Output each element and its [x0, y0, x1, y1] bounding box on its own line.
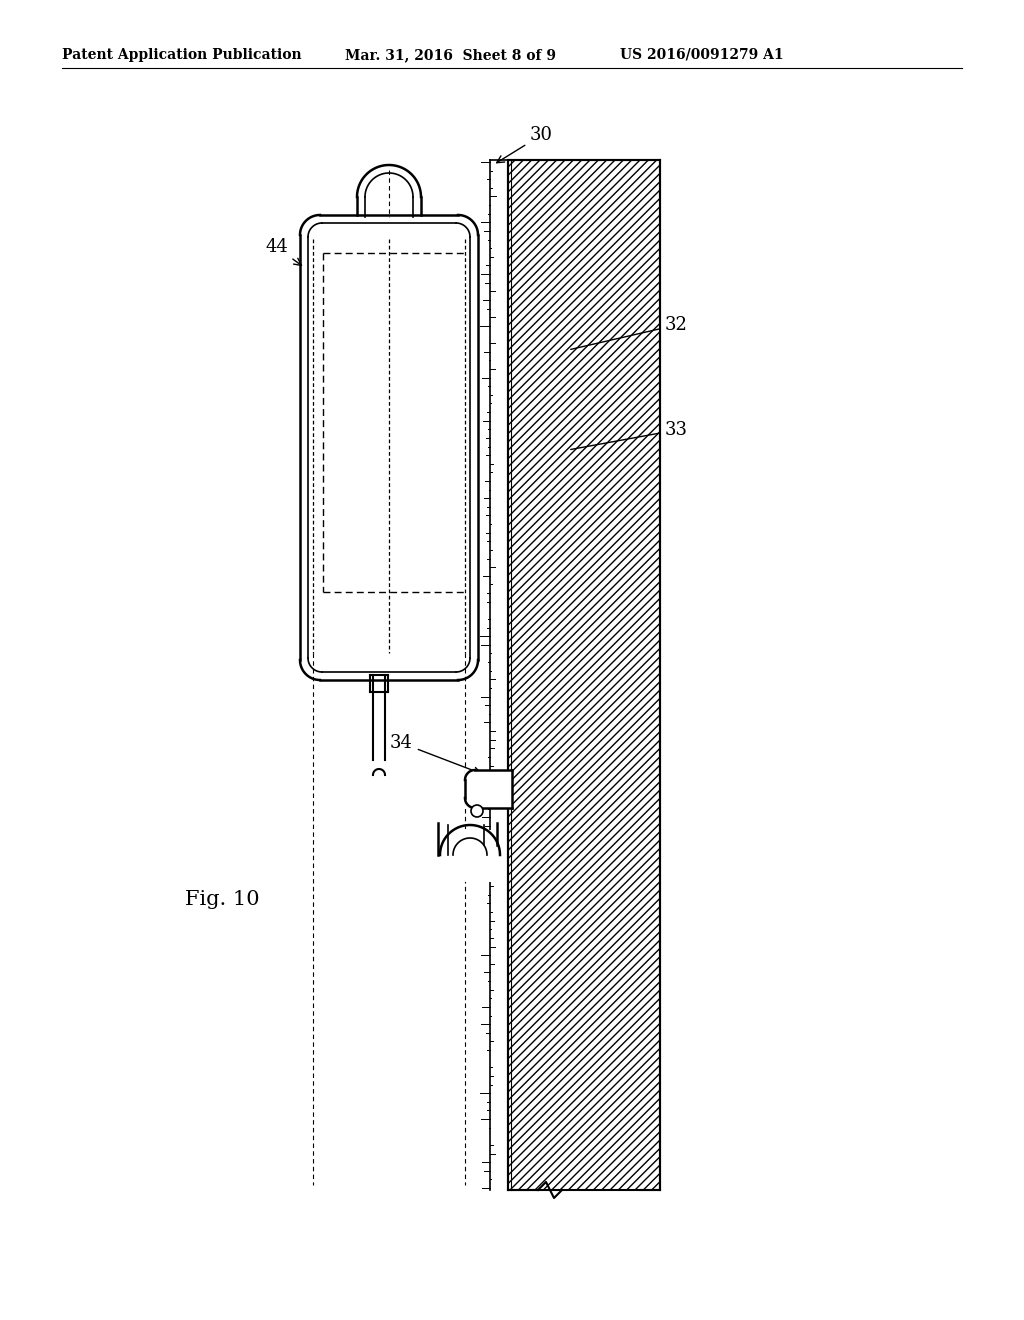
Text: US 2016/0091279 A1: US 2016/0091279 A1 [620, 48, 783, 62]
Text: 44: 44 [265, 238, 301, 265]
Text: Fig. 10: Fig. 10 [185, 890, 260, 909]
Text: Mar. 31, 2016  Sheet 8 of 9: Mar. 31, 2016 Sheet 8 of 9 [345, 48, 556, 62]
Text: 33: 33 [570, 421, 688, 450]
Circle shape [471, 805, 483, 817]
Text: Patent Application Publication: Patent Application Publication [62, 48, 302, 62]
Bar [438, 830, 497, 882]
Text: 32: 32 [570, 315, 688, 350]
Text: 34: 34 [390, 734, 481, 775]
Bar [508, 160, 660, 1191]
Text: 30: 30 [497, 125, 553, 162]
Bar [508, 160, 660, 1191]
Bar [465, 770, 512, 808]
